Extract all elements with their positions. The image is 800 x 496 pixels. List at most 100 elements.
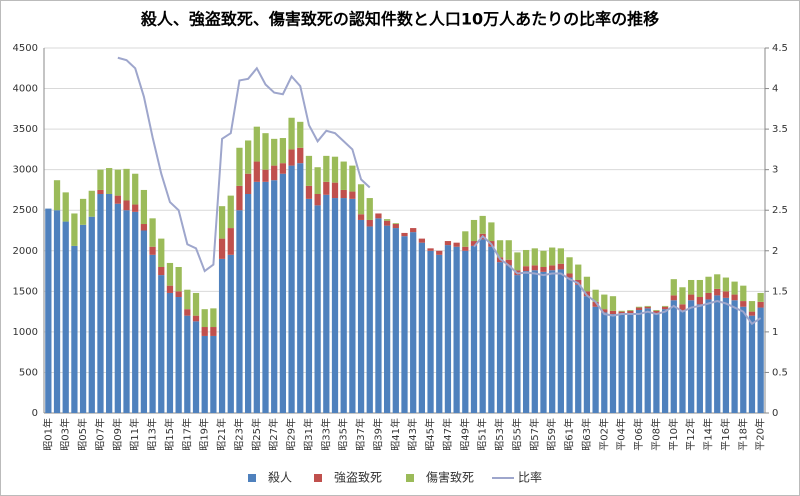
- bar: [601, 312, 608, 413]
- bar: [140, 230, 148, 413]
- bar: [436, 254, 443, 413]
- bar: [731, 300, 738, 413]
- bar: [592, 301, 599, 307]
- bar: [279, 138, 287, 164]
- x-tick-label: 昭13年: [146, 418, 159, 451]
- bar: [366, 219, 373, 227]
- bar: [462, 231, 469, 247]
- y2-tick-label: 0: [772, 408, 778, 419]
- bar: [540, 267, 547, 272]
- bar: [549, 270, 556, 413]
- bar: [540, 250, 547, 267]
- bar: [210, 308, 217, 328]
- x-tick-label: 昭63年: [580, 418, 593, 451]
- bar: [288, 149, 295, 166]
- bar: [479, 239, 486, 413]
- legend-swatch: [248, 474, 256, 482]
- legend-label: 強盗致死: [334, 470, 382, 485]
- y-tick-label: 2500: [13, 205, 38, 216]
- x-tick-label: 昭25年: [250, 418, 263, 451]
- x-tick-label: 昭07年: [93, 418, 106, 451]
- bar: [436, 250, 443, 255]
- bar: [549, 247, 556, 266]
- bar: [149, 254, 156, 413]
- x-tick-label: 昭59年: [545, 418, 558, 451]
- bar: [627, 310, 634, 314]
- bar: [279, 163, 287, 174]
- bar: [410, 232, 417, 413]
- bar: [349, 191, 356, 199]
- bar: [375, 218, 382, 413]
- bar: [670, 300, 677, 413]
- y2-tick-label: 1: [772, 327, 778, 338]
- bar: [331, 198, 339, 413]
- bar: [253, 126, 260, 162]
- bar: [349, 198, 356, 413]
- bar: [53, 180, 61, 211]
- bar: [705, 276, 712, 293]
- x-tick-label: 昭17年: [180, 418, 193, 451]
- x-tick-label: 平02年: [597, 418, 610, 451]
- bar: [132, 173, 139, 205]
- bar: [566, 273, 573, 278]
- bar: [236, 210, 243, 413]
- y2-tick-label: 2: [772, 246, 778, 257]
- bar: [444, 241, 452, 246]
- bar: [740, 306, 747, 413]
- legend-label: 傷害致死: [426, 470, 474, 485]
- bar: [53, 210, 61, 413]
- bar: [505, 240, 512, 260]
- bar: [540, 271, 547, 413]
- bar: [314, 167, 321, 194]
- bar: [106, 194, 113, 413]
- bar: [305, 198, 313, 413]
- legend-label: 比率: [518, 470, 542, 485]
- bar: [210, 335, 217, 413]
- x-tick-label: 昭31年: [302, 418, 315, 451]
- bar: [357, 184, 365, 215]
- x-tick-label: 昭11年: [128, 418, 141, 451]
- bar: [227, 195, 234, 229]
- bar: [383, 220, 391, 226]
- x-tick-label: 平20年: [754, 418, 767, 451]
- bar: [757, 301, 764, 308]
- bar: [522, 266, 530, 272]
- bar: [262, 169, 269, 182]
- bar: [218, 238, 226, 259]
- bar: [418, 242, 426, 413]
- bar: [132, 211, 139, 413]
- bar: [132, 204, 139, 212]
- bar: [731, 281, 738, 295]
- bar: [705, 299, 712, 413]
- x-tick-label: 昭51年: [476, 418, 489, 451]
- bar: [340, 189, 347, 199]
- bar: [688, 294, 695, 301]
- bar: [45, 208, 52, 413]
- bar: [123, 200, 130, 211]
- chart-title: 殺人、強盗致死、傷害致死の認知件数と人口10万人あたりの比率の推移: [140, 10, 659, 29]
- bar: [566, 257, 573, 274]
- bar: [757, 292, 764, 302]
- bar: [748, 315, 756, 413]
- bar: [271, 180, 278, 413]
- bar: [97, 189, 104, 194]
- x-tick-label: 昭21年: [215, 418, 228, 451]
- bar: [714, 288, 721, 296]
- bar: [514, 252, 521, 271]
- y2-tick-label: 3.5: [772, 124, 788, 135]
- x-tick-label: 昭47年: [441, 418, 454, 451]
- bar: [601, 294, 608, 310]
- bar: [175, 267, 182, 292]
- bar: [740, 285, 747, 302]
- bar: [71, 245, 78, 413]
- x-tick-label: 昭09年: [111, 418, 124, 451]
- bar: [314, 205, 321, 413]
- bar: [279, 173, 287, 413]
- bar: [88, 216, 95, 413]
- x-tick-label: 昭29年: [285, 418, 298, 451]
- bar: [357, 214, 365, 220]
- x-tick-label: 平18年: [736, 418, 749, 451]
- y-tick-label: 0: [32, 408, 38, 419]
- bar: [245, 140, 252, 174]
- bar: [123, 168, 130, 201]
